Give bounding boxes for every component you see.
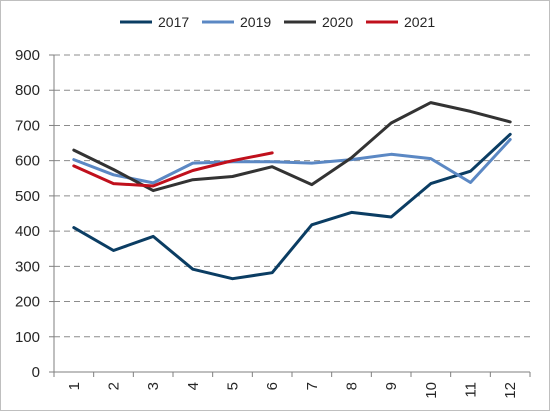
- y-tick-label: 0: [32, 364, 40, 381]
- y-tick-label: 500: [15, 188, 40, 205]
- y-tick-label: 700: [15, 117, 40, 134]
- y-tick-label: 400: [15, 223, 40, 240]
- series-line-2019: [72, 138, 512, 185]
- x-tick-label: 11: [463, 382, 480, 398]
- x-tick-label: 12: [502, 382, 519, 399]
- legend-label-2017: 2017: [158, 14, 189, 30]
- axes: [49, 54, 531, 377]
- y-tick-label: 200: [15, 294, 40, 311]
- legend-label-2021: 2021: [404, 14, 435, 30]
- legend-label-2019: 2019: [240, 14, 271, 30]
- series-line-2021: [72, 151, 274, 188]
- series-lines: [72, 101, 512, 281]
- y-tick-label: 800: [15, 82, 40, 99]
- x-tick-label: 3: [145, 382, 162, 390]
- series-line-2020: [72, 101, 512, 193]
- x-tick-label: 2: [106, 382, 123, 390]
- gridlines: [54, 54, 530, 338]
- y-tick-label: 600: [15, 153, 40, 170]
- x-tick-label: 8: [344, 382, 361, 390]
- x-tick-label: 5: [225, 382, 242, 390]
- x-tick-label: 9: [383, 382, 400, 390]
- x-tick-labels: 1 2 3 4 5 6 7 8 9 10 11 12: [66, 382, 519, 399]
- legend: 2017 2019 2020 2021: [120, 14, 435, 30]
- y-tick-labels: 0 100 200 300 400 500 600 700 800 900: [15, 47, 40, 381]
- x-tick-label: 4: [185, 382, 202, 390]
- legend-label-2020: 2020: [322, 14, 353, 30]
- y-tick-label: 100: [15, 329, 40, 346]
- y-tick-label: 900: [15, 47, 40, 64]
- x-tick-label: 10: [423, 382, 440, 399]
- series-line-2017: [72, 132, 512, 281]
- x-tick-label: 6: [264, 382, 281, 390]
- x-tick-label: 7: [304, 382, 321, 390]
- y-tick-label: 300: [15, 258, 40, 275]
- x-tick-label: 1: [66, 382, 83, 390]
